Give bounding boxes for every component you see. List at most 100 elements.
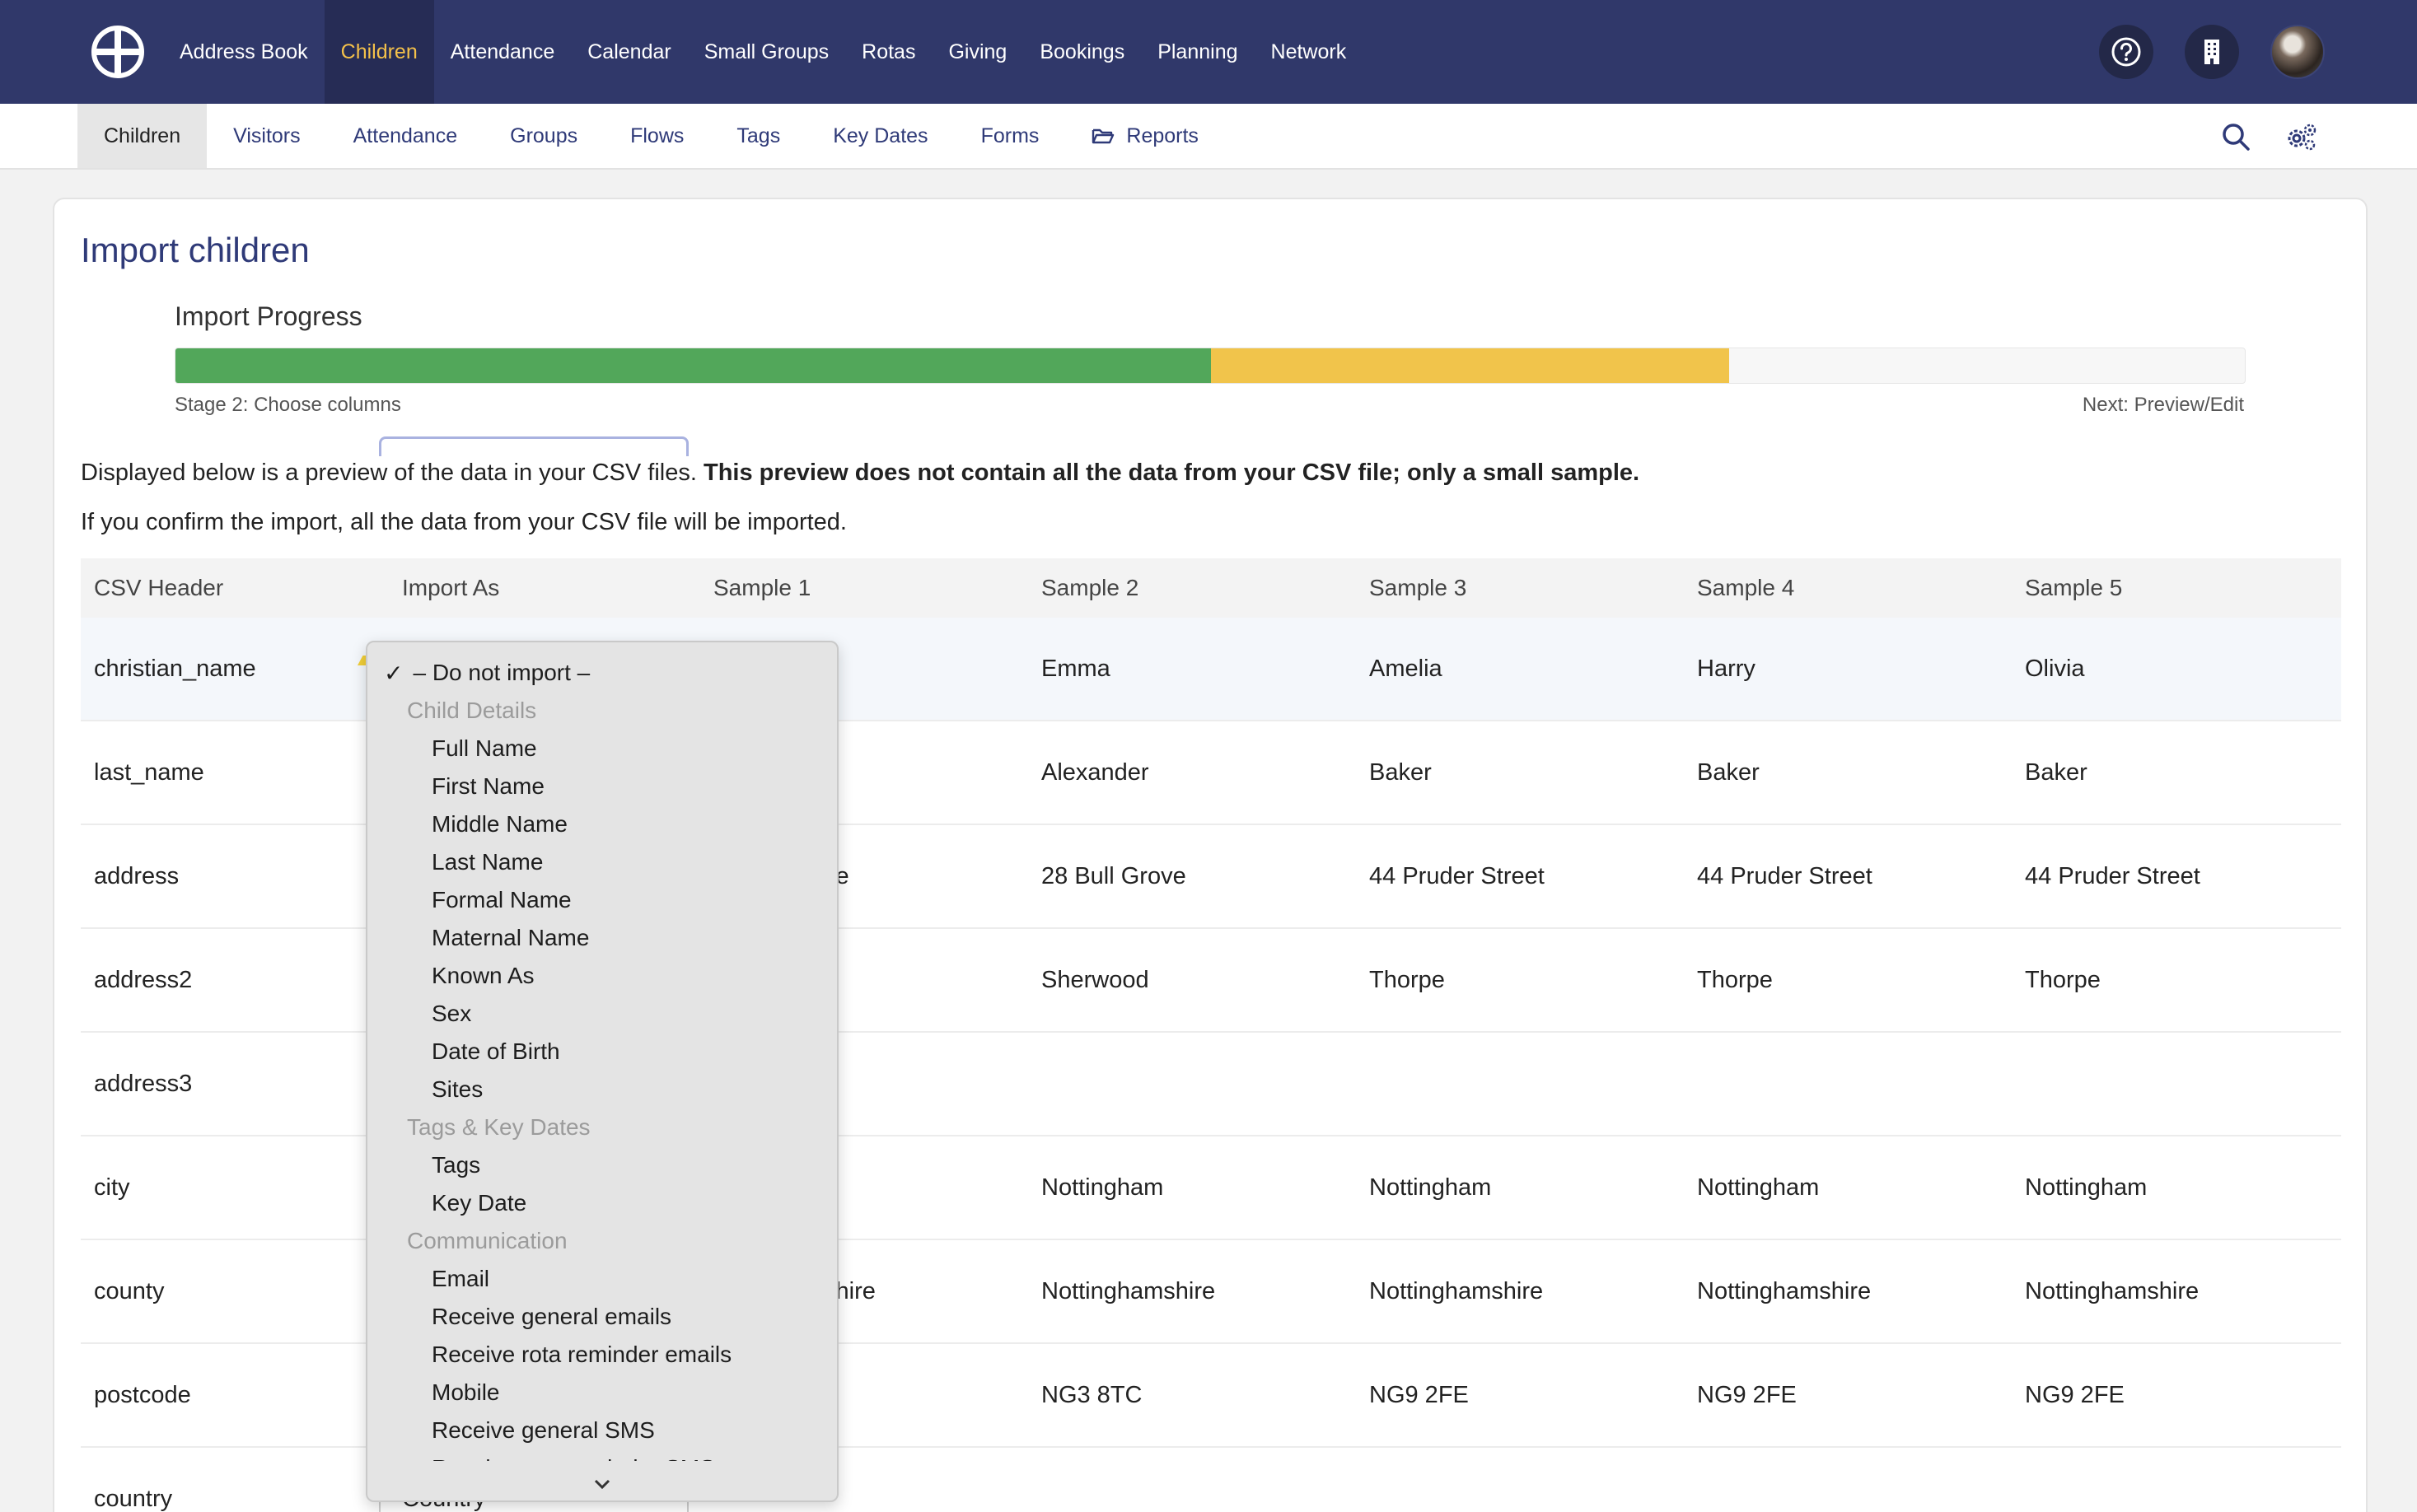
page-title: Import children [81,231,310,269]
subnav-item-forms[interactable]: Forms [955,104,1066,168]
help-icon[interactable] [2099,25,2153,79]
sample-5-cell: 44 Pruder Street [2025,862,2200,889]
dropdown-option-receive-general-emails[interactable]: Receive general emails [432,1304,672,1329]
dropdown-option-last-name[interactable]: Last Name [432,849,544,875]
table-row: country [81,1448,2341,1512]
sample-5-cell: Baker [2025,758,2087,786]
topnav-item-children[interactable]: Children [324,0,434,104]
dropdown-option-tags[interactable]: Tags [432,1152,481,1178]
sample-5-cell: Thorpe [2025,966,2101,993]
settings-icon[interactable] [2285,120,2318,153]
subnav-item-label: Groups [510,124,578,147]
table-row: postcode NG3 8TC NG9 2FE NG9 2FE NG9 2FE [81,1344,2341,1448]
subnav-item-groups[interactable]: Groups [484,104,604,168]
intro-text-line2: If you confirm the import, all the data … [81,509,847,535]
chevron-down-icon[interactable] [590,1476,615,1492]
column-header-sample-5: Sample 5 [2025,575,2123,600]
sample-3-cell: Amelia [1369,655,1442,682]
csv-header-cell: address3 [81,1071,389,1098]
dropdown-option-first-name[interactable]: First Name [432,773,545,799]
dropdown-option-sites[interactable]: Sites [432,1076,484,1102]
dropdown-option-mobile[interactable]: Mobile [432,1379,500,1405]
dropdown-group-child-details: Child Details [407,698,537,723]
building-icon[interactable] [2185,25,2239,79]
dropdown-option-receive-rota-reminder-sms[interactable]: Receive rota reminder SMS [367,1449,837,1461]
dropdown-option-key-date[interactable]: Key Date [432,1190,527,1216]
sample-4-cell: Nottinghamshire [1697,1277,1872,1304]
subnav-item-label: Key Dates [833,124,928,147]
subnav-item-children[interactable]: Children [77,104,208,168]
dropdown-option-known-as[interactable]: Known As [432,963,535,988]
sample-2-cell: Nottingham [1041,1174,1164,1201]
sample-2-cell: Emma [1041,655,1110,682]
sample-4-cell: Baker [1697,758,1760,786]
sample-3-cell: NG9 2FE [1369,1381,1469,1408]
topnav-item-calendar[interactable]: Calendar [587,40,671,63]
dropdown-option-middle-name[interactable]: Middle Name [432,811,568,837]
subnav-item-flows[interactable]: Flows [604,104,710,168]
top-navigation-bar: Address Book Children Attendance Calendar Sm… [0,0,2417,104]
subnav-item-visitors[interactable]: Visitors [207,104,327,168]
subnav-item-label: Reports [1126,124,1199,147]
topnav-item-planning[interactable]: Planning [1157,40,1238,63]
dropdown-option-do-not-import[interactable]: ✓ – Do not import – [367,654,837,692]
subnav-item-attendance[interactable]: Attendance [327,104,484,168]
csv-header-cell: postcode [81,1382,389,1409]
subnav-item-tags[interactable]: Tags [710,104,806,168]
import-as-select-christian-name[interactable] [379,436,689,456]
csv-header-text: last_name [94,758,204,786]
intro-text-bold: This preview does not contain all the da… [703,460,1640,486]
dropdown-options: ✓ – Do not import – Child Details Full Na… [367,654,837,1461]
column-header-import-as: Import As [402,575,500,600]
sample-3-cell: Nottingham [1369,1174,1492,1201]
column-header-csv-header: CSV Header [94,575,224,600]
topnav-item-network[interactable]: Network [1270,40,1347,63]
intro-text: Displayed below is a preview of the data… [81,460,1639,487]
intro-text-part1: Displayed below is a preview of the data… [81,460,704,486]
subnav-item-reports[interactable]: Reports [1065,104,1225,168]
dropdown-option-formal-name[interactable]: Formal Name [432,887,572,912]
subnav-item-key-dates[interactable]: Key Dates [806,104,954,168]
csv-header-cell: city [81,1174,389,1202]
topnav-item-address-book[interactable]: Address Book [180,40,308,63]
csv-header-text: address [94,862,180,889]
topnav-item-small-groups[interactable]: Small Groups [704,40,830,63]
subnav-item-label: Flows [630,124,685,147]
dropdown-option-email[interactable]: Email [432,1266,490,1291]
sample-4-cell: NG9 2FE [1697,1381,1797,1408]
import-as-dropdown-menu[interactable]: ✓ – Do not import – Child Details Full Na… [366,641,839,1502]
subnav-item-label: Forms [980,124,1040,147]
dropdown-option-full-name[interactable]: Full Name [432,735,537,761]
dropdown-option-maternal-name[interactable]: Maternal Name [432,925,590,950]
user-avatar[interactable] [2270,25,2325,79]
dropdown-option-date-of-birth[interactable]: Date of Birth [432,1038,560,1064]
csv-header-cell: address [81,863,389,890]
column-header-sample-2: Sample 2 [1041,575,1139,600]
dropdown-option-receive-rota-reminder-emails[interactable]: Receive rota reminder emails [432,1342,732,1367]
dropdown-group-tags-key-dates: Tags & Key Dates [407,1114,591,1140]
progress-next-text: Next: Preview/Edit [2082,394,2244,416]
topnav-item-rotas[interactable]: Rotas [862,40,916,63]
subnav-item-label: Tags [736,124,781,147]
dropdown-option-receive-general-sms[interactable]: Receive general SMS [432,1417,655,1443]
csv-header-cell: last_name [81,759,389,786]
sample-2-cell: Alexander [1041,758,1149,786]
search-icon[interactable] [2219,120,2252,153]
dropdown-option-sex[interactable]: Sex [432,1001,472,1026]
sample-5-cell: Nottinghamshire [2025,1277,2200,1304]
topnav-item-bookings[interactable]: Bookings [1040,40,1125,63]
sample-4-cell: Thorpe [1697,966,1773,993]
topnav-item-attendance[interactable]: Attendance [450,40,555,63]
sample-5-cell: Nottingham [2025,1174,2148,1201]
table-row: county shire Nottinghamshire Nottinghamshir… [81,1240,2341,1344]
sample-4-cell: Nottingham [1697,1174,1820,1201]
csv-header-text: christian_name [94,655,256,682]
topnav-item-giving[interactable]: Giving [948,40,1007,63]
table-header-row: CSV Header Import As Sample 1 Sample 2 Sampl… [81,558,2341,618]
sample-4-cell: Harry [1697,655,1755,682]
app-logo-icon[interactable] [91,25,145,79]
csv-header-text: country [94,1485,173,1512]
sample-2-cell: NG3 8TC [1041,1381,1143,1408]
sample-3-cell: Nottinghamshire [1369,1277,1544,1304]
column-header-sample-4: Sample 4 [1697,575,1795,600]
